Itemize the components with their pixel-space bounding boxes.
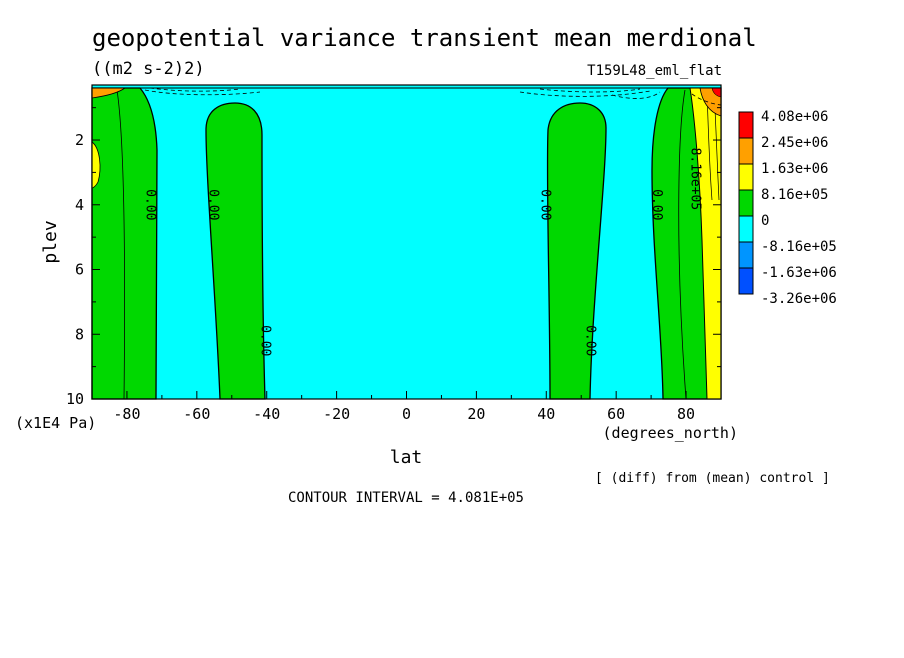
contour-label-text: 8.16e+05 — [688, 148, 703, 211]
diff-note: [ (diff) from (mean) control ] — [595, 471, 830, 486]
experiment-label: T159L48_eml_flat — [587, 63, 722, 79]
y-tick-label: 2 — [75, 131, 84, 149]
colorbar-swatch — [738, 137, 754, 165]
contour-label: 0.00 — [649, 189, 664, 220]
x-axis-label: lat — [390, 447, 423, 468]
colorbar-level-label: 4.08e+06 — [761, 109, 828, 125]
x-tick-label: -20 — [323, 405, 350, 423]
y-units-label: (x1E4 Pa) — [15, 414, 96, 432]
x-tick-label: 20 — [467, 405, 485, 423]
contour-field: 0.00 0.00 0.00 0.00 0.00 0.00 8.16e+05 — [91, 85, 722, 400]
y-tick-label: 10 — [66, 390, 84, 408]
colorbar-level-label: 1.63e+06 — [761, 161, 828, 177]
y-axis: 2 4 6 8 10 — [66, 107, 721, 408]
x-tick-label: -80 — [113, 405, 140, 423]
chart-units: ((m2 s-2)2) — [92, 59, 205, 79]
y-tick-label: 4 — [75, 196, 84, 214]
contour-label-text: 0.00 — [205, 189, 220, 220]
negative-contours-top — [144, 87, 722, 106]
colorbar-level-label: -3.26e+06 — [761, 291, 837, 307]
chart-title: geopotential variance transient mean mer… — [92, 24, 757, 52]
y-tick-label: 8 — [75, 325, 84, 343]
x-tick-label: -60 — [183, 405, 210, 423]
contour-label-text: 0.00 — [142, 189, 157, 220]
nh-polar-high-region — [689, 87, 722, 400]
colorbar-swatch — [738, 267, 754, 295]
contour-interval: CONTOUR INTERVAL = 4.081E+05 — [288, 490, 524, 506]
sh-midlat-positive-region — [205, 102, 266, 400]
contour-label: 0.00 — [205, 189, 220, 220]
nh-midlat-positive-region — [546, 102, 607, 400]
sh-polar-yellow-patch — [91, 141, 101, 189]
colorbar-swatch — [738, 111, 754, 139]
colorbar-level-label: 2.45e+06 — [761, 135, 828, 151]
colorbar-swatch — [738, 241, 754, 269]
colorbar-swatch — [738, 163, 754, 191]
x-tick-label: 0 — [402, 405, 411, 423]
colorbar-level-label: -1.63e+06 — [761, 265, 837, 281]
contour-label: 0.00 — [258, 325, 273, 356]
colorbar-level-label: 0 — [761, 213, 769, 229]
x-tick-label: 40 — [537, 405, 555, 423]
contour-label: 0.00 — [537, 189, 552, 220]
colorbar-swatch — [738, 189, 754, 217]
colorbar-legend: 4.08e+06 2.45e+06 1.63e+06 8.16e+05 0 -8.16e+… — [738, 109, 837, 307]
contour-label: 0.00 — [142, 189, 157, 220]
contour-label-text: 0.00 — [258, 325, 273, 356]
y-tick-label: 6 — [75, 261, 84, 279]
y-axis-label: plev — [40, 220, 61, 263]
colorbar-level-label: 8.16e+05 — [761, 187, 828, 203]
x-tick-label: -40 — [253, 405, 280, 423]
background-negative-region — [92, 85, 721, 399]
sh-polar-inner-contour — [116, 89, 126, 400]
contour-label-text: 0.00 — [583, 325, 598, 356]
colorbar-level-label: -8.16e+05 — [761, 239, 837, 255]
nh-polar-inner-contour — [678, 89, 687, 400]
contour-label: 0.00 — [583, 325, 598, 356]
contour-labels: 0.00 0.00 0.00 0.00 0.00 0.00 8.16e+05 — [142, 148, 702, 357]
x-axis: -80 -60 -40 -20 0 20 40 60 80 — [91, 391, 722, 423]
x-units-label: (degrees_north) — [603, 424, 738, 442]
x-tick-label: 80 — [677, 405, 695, 423]
x-tick-label: 60 — [607, 405, 625, 423]
colorbar-swatch — [738, 215, 754, 243]
contour-label-text: 0.00 — [649, 189, 664, 220]
contour-label-text: 0.00 — [537, 189, 552, 220]
contour-label: 8.16e+05 — [688, 148, 703, 211]
